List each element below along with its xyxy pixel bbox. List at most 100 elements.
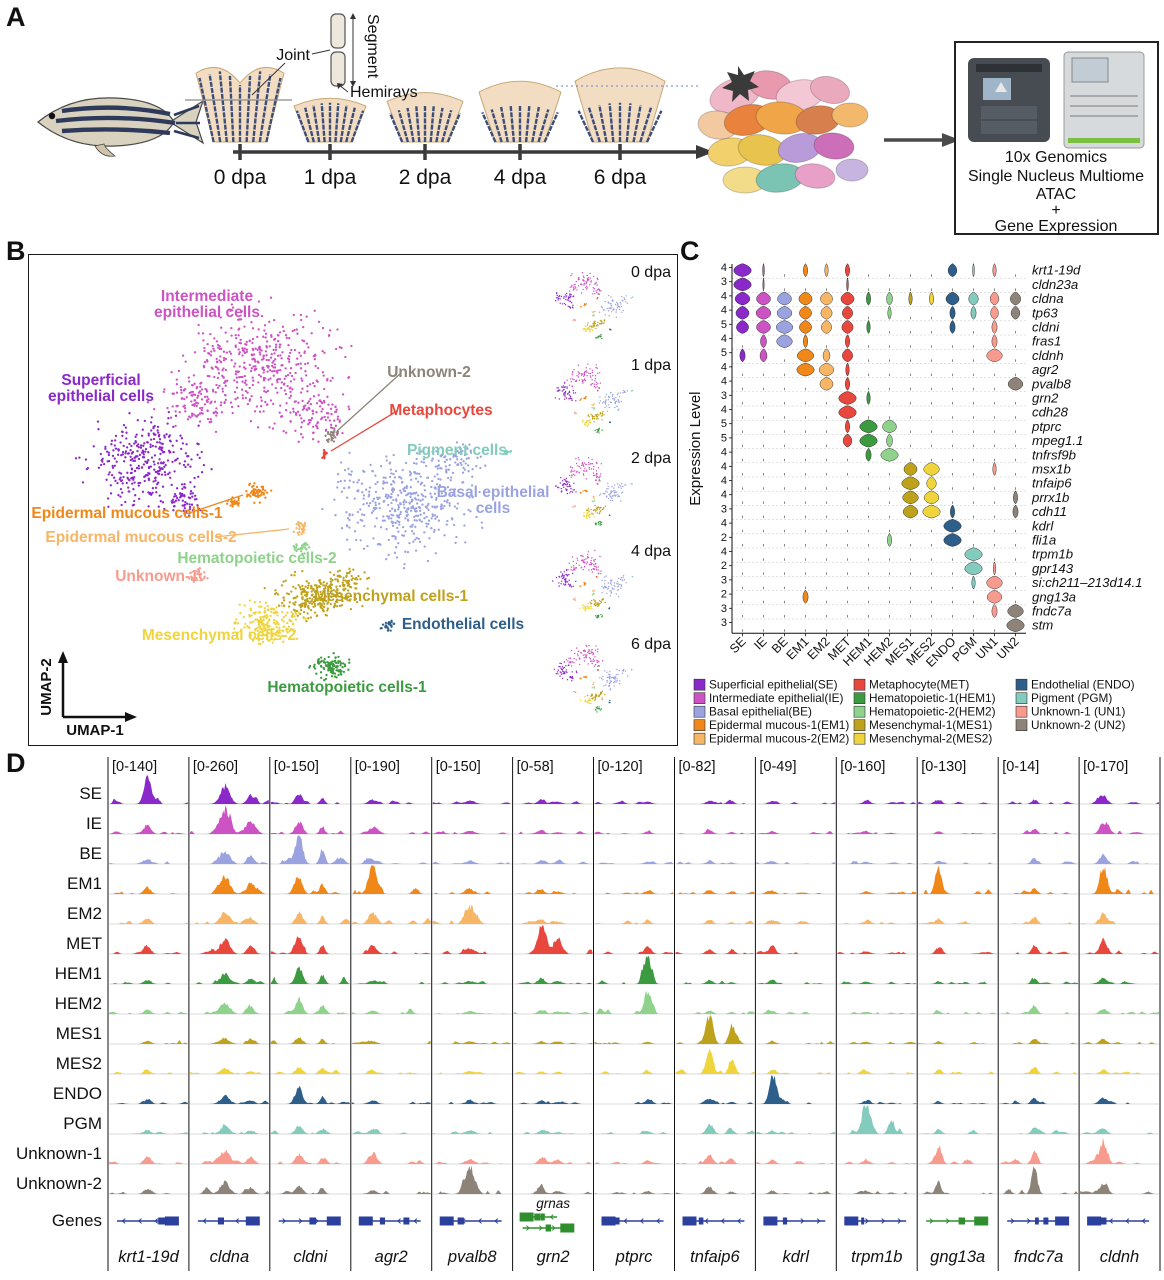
mini-umap-label-1: 1 dpa bbox=[631, 357, 671, 374]
coverage-gene-agr2: agr2 bbox=[375, 1248, 408, 1266]
coverage-track-cldni-MES2 bbox=[270, 1067, 350, 1074]
violin-gene-10: cdh28 bbox=[1032, 405, 1069, 420]
violin-ymax-23: 2 bbox=[721, 589, 727, 601]
gene-model-krt1-19d bbox=[117, 1216, 179, 1226]
coverage-track-tnfaip6-IE bbox=[675, 828, 755, 834]
coverage-range-gng13a: [0-130] bbox=[921, 759, 966, 775]
legend-swatch-UN2 bbox=[1015, 719, 1028, 732]
coverage-track-tnfaip6-MES1 bbox=[675, 1015, 755, 1044]
coverage-track-ptprc-EM1 bbox=[594, 890, 674, 894]
gene-model-trpm1b bbox=[844, 1216, 907, 1226]
umap-label-UN2: Unknown-2 bbox=[387, 364, 471, 381]
legend-label-BE: Basal epithelial(BE) bbox=[709, 705, 812, 719]
violin-plot: 4 krt1-19d 3 cldn23a 4 cldna 4 tp63 5 cldni 4 fras1… bbox=[688, 262, 1142, 746]
coverage-track-fndc7a-BE bbox=[999, 857, 1079, 864]
coverage-track-cldna-UN1 bbox=[189, 1149, 269, 1164]
gene-model-gng13a bbox=[926, 1216, 989, 1226]
coverage-track-trpm1b-MET bbox=[837, 951, 917, 954]
umap-cluster-EM2 bbox=[592, 495, 595, 499]
coverage-track-krt1-19d-MET bbox=[109, 944, 188, 954]
coverage-track-krt1-19d-PGM bbox=[109, 1129, 188, 1134]
umap-axes: UMAP-2 UMAP-1 bbox=[38, 651, 137, 739]
coverage-row-label-EM2: EM2 bbox=[67, 904, 102, 923]
violin-ymax-12: 5 bbox=[721, 432, 727, 444]
coverage-track-gng13a-HEM2 bbox=[918, 1010, 998, 1014]
coverage-track-ptprc-SE bbox=[594, 800, 674, 804]
violin-ymax-10: 4 bbox=[721, 404, 727, 416]
gene-model-cldni bbox=[278, 1216, 341, 1226]
gene-model-ptprc bbox=[601, 1216, 664, 1226]
coverage-range-cldna: [0-260] bbox=[193, 759, 238, 775]
violin-gene-0: krt1-19d bbox=[1032, 263, 1081, 278]
coverage-track-pvalb8-MET bbox=[432, 947, 512, 954]
legend-swatch-MES2 bbox=[853, 732, 866, 745]
coverage-track-gng13a-HEM1 bbox=[918, 981, 998, 984]
legend-swatch-EM2 bbox=[693, 732, 706, 745]
coverage-track-ptprc-EM2 bbox=[594, 919, 674, 924]
coverage-track-cldnh-MES2 bbox=[1080, 1069, 1159, 1074]
zebrafish bbox=[37, 97, 205, 157]
panel-a-letter: A bbox=[6, 2, 26, 32]
umap-label-IE: Intermediate epithelial cells bbox=[154, 288, 260, 321]
umap-cluster-MET bbox=[595, 576, 598, 578]
coverage-track-gng13a-UN2 bbox=[918, 1180, 998, 1194]
violin-gene-3: tp63 bbox=[1032, 305, 1058, 320]
umap-cluster-MET bbox=[321, 448, 328, 460]
umap-label-HEM1: Hematopoietic cells-1 bbox=[267, 679, 427, 696]
coverage-track-pvalb8-SE bbox=[432, 800, 512, 804]
mini-umap-label-4: 6 dpa bbox=[631, 636, 671, 653]
coverage-track-pvalb8-UN2 bbox=[432, 1165, 512, 1194]
legend-swatch-IE bbox=[693, 692, 706, 705]
coverage-track-cldna-EM2 bbox=[189, 911, 269, 924]
coverage-track-cldni-HEM2 bbox=[270, 996, 350, 1014]
coverage-track-cldnh-MES1 bbox=[1080, 1038, 1159, 1044]
coverage-track-cldna-EM1 bbox=[189, 875, 269, 894]
coverage-track-fndc7a-EM2 bbox=[999, 916, 1079, 924]
coverage-track-krt1-19d-ENDO bbox=[109, 1098, 188, 1104]
coverage-track-tnfaip6-MES2 bbox=[675, 1048, 755, 1074]
coverage-track-agr2-UN1 bbox=[351, 1151, 431, 1164]
coverage-track-krt1-19d-HEM2 bbox=[109, 1009, 188, 1014]
violin-gene-24: fndc7a bbox=[1032, 604, 1072, 619]
violin-gene-20: trpm1b bbox=[1032, 547, 1073, 562]
coverage-track-cldnh-ENDO bbox=[1080, 1097, 1159, 1104]
violin-ymax-3: 4 bbox=[721, 305, 727, 317]
umap-plot: Intermediate epithelial cells Superficial e… bbox=[31, 264, 671, 739]
legend-label-HEM1: Hematopoietic-1(HEM1) bbox=[869, 691, 996, 705]
umap-cluster-UN2 bbox=[324, 426, 340, 443]
umap-cluster-SE bbox=[555, 477, 577, 495]
coverage-track-cldni-SE bbox=[270, 794, 350, 804]
gene-model-grn2: grnas bbox=[519, 1196, 575, 1233]
coverage-track-krt1-19d-MES2 bbox=[109, 1068, 188, 1074]
coverage-row-label-MES2: MES2 bbox=[56, 1054, 102, 1073]
violin-xlabel-IE: IE bbox=[751, 634, 769, 652]
coverage-track-kdrl-SE bbox=[756, 800, 836, 804]
coverage-range-kdrl: [0-49] bbox=[759, 759, 796, 775]
coverage-track-trpm1b-IE bbox=[837, 830, 917, 834]
legend-swatch-SE bbox=[693, 678, 706, 691]
timepoint-label-2: 2 dpa bbox=[399, 166, 452, 189]
umap-cluster-PGM bbox=[631, 576, 634, 578]
coverage-gene-grn2: grn2 bbox=[537, 1248, 570, 1266]
coverage-track-agr2-UN2 bbox=[351, 1190, 431, 1194]
umap-cluster-SE bbox=[553, 661, 578, 682]
coverage-track-gng13a-MES1 bbox=[918, 1041, 998, 1044]
gene-model-fndc7a bbox=[1007, 1216, 1070, 1226]
coverage-track-trpm1b-EM2 bbox=[837, 919, 917, 924]
coverage-track-cldni-HEM1 bbox=[270, 966, 350, 984]
coverage-track-fndc7a-SE bbox=[999, 799, 1079, 804]
violin-xlabel-UN1: UN1 bbox=[973, 634, 1001, 662]
umap-cluster-IE bbox=[568, 457, 603, 482]
coverage-track-kdrl-EM1 bbox=[756, 890, 836, 894]
gene-model-kdrl bbox=[763, 1216, 826, 1226]
coverage-gene-ptprc: ptprc bbox=[615, 1248, 653, 1266]
umap-cluster-ENDO bbox=[608, 699, 611, 704]
coverage-track-cldna-HEM1 bbox=[189, 972, 269, 984]
umap-cluster-PGM bbox=[630, 483, 633, 485]
umap-cluster-MES1 bbox=[589, 598, 606, 608]
coverage-gene-cldnh: cldnh bbox=[1100, 1248, 1139, 1266]
umap-cluster-MES2 bbox=[582, 510, 595, 519]
coverage-track-agr2-HEM1 bbox=[351, 980, 431, 984]
coverage-genes-row-label: Genes bbox=[52, 1211, 102, 1230]
violin-gene-1: cldn23a bbox=[1032, 277, 1078, 292]
